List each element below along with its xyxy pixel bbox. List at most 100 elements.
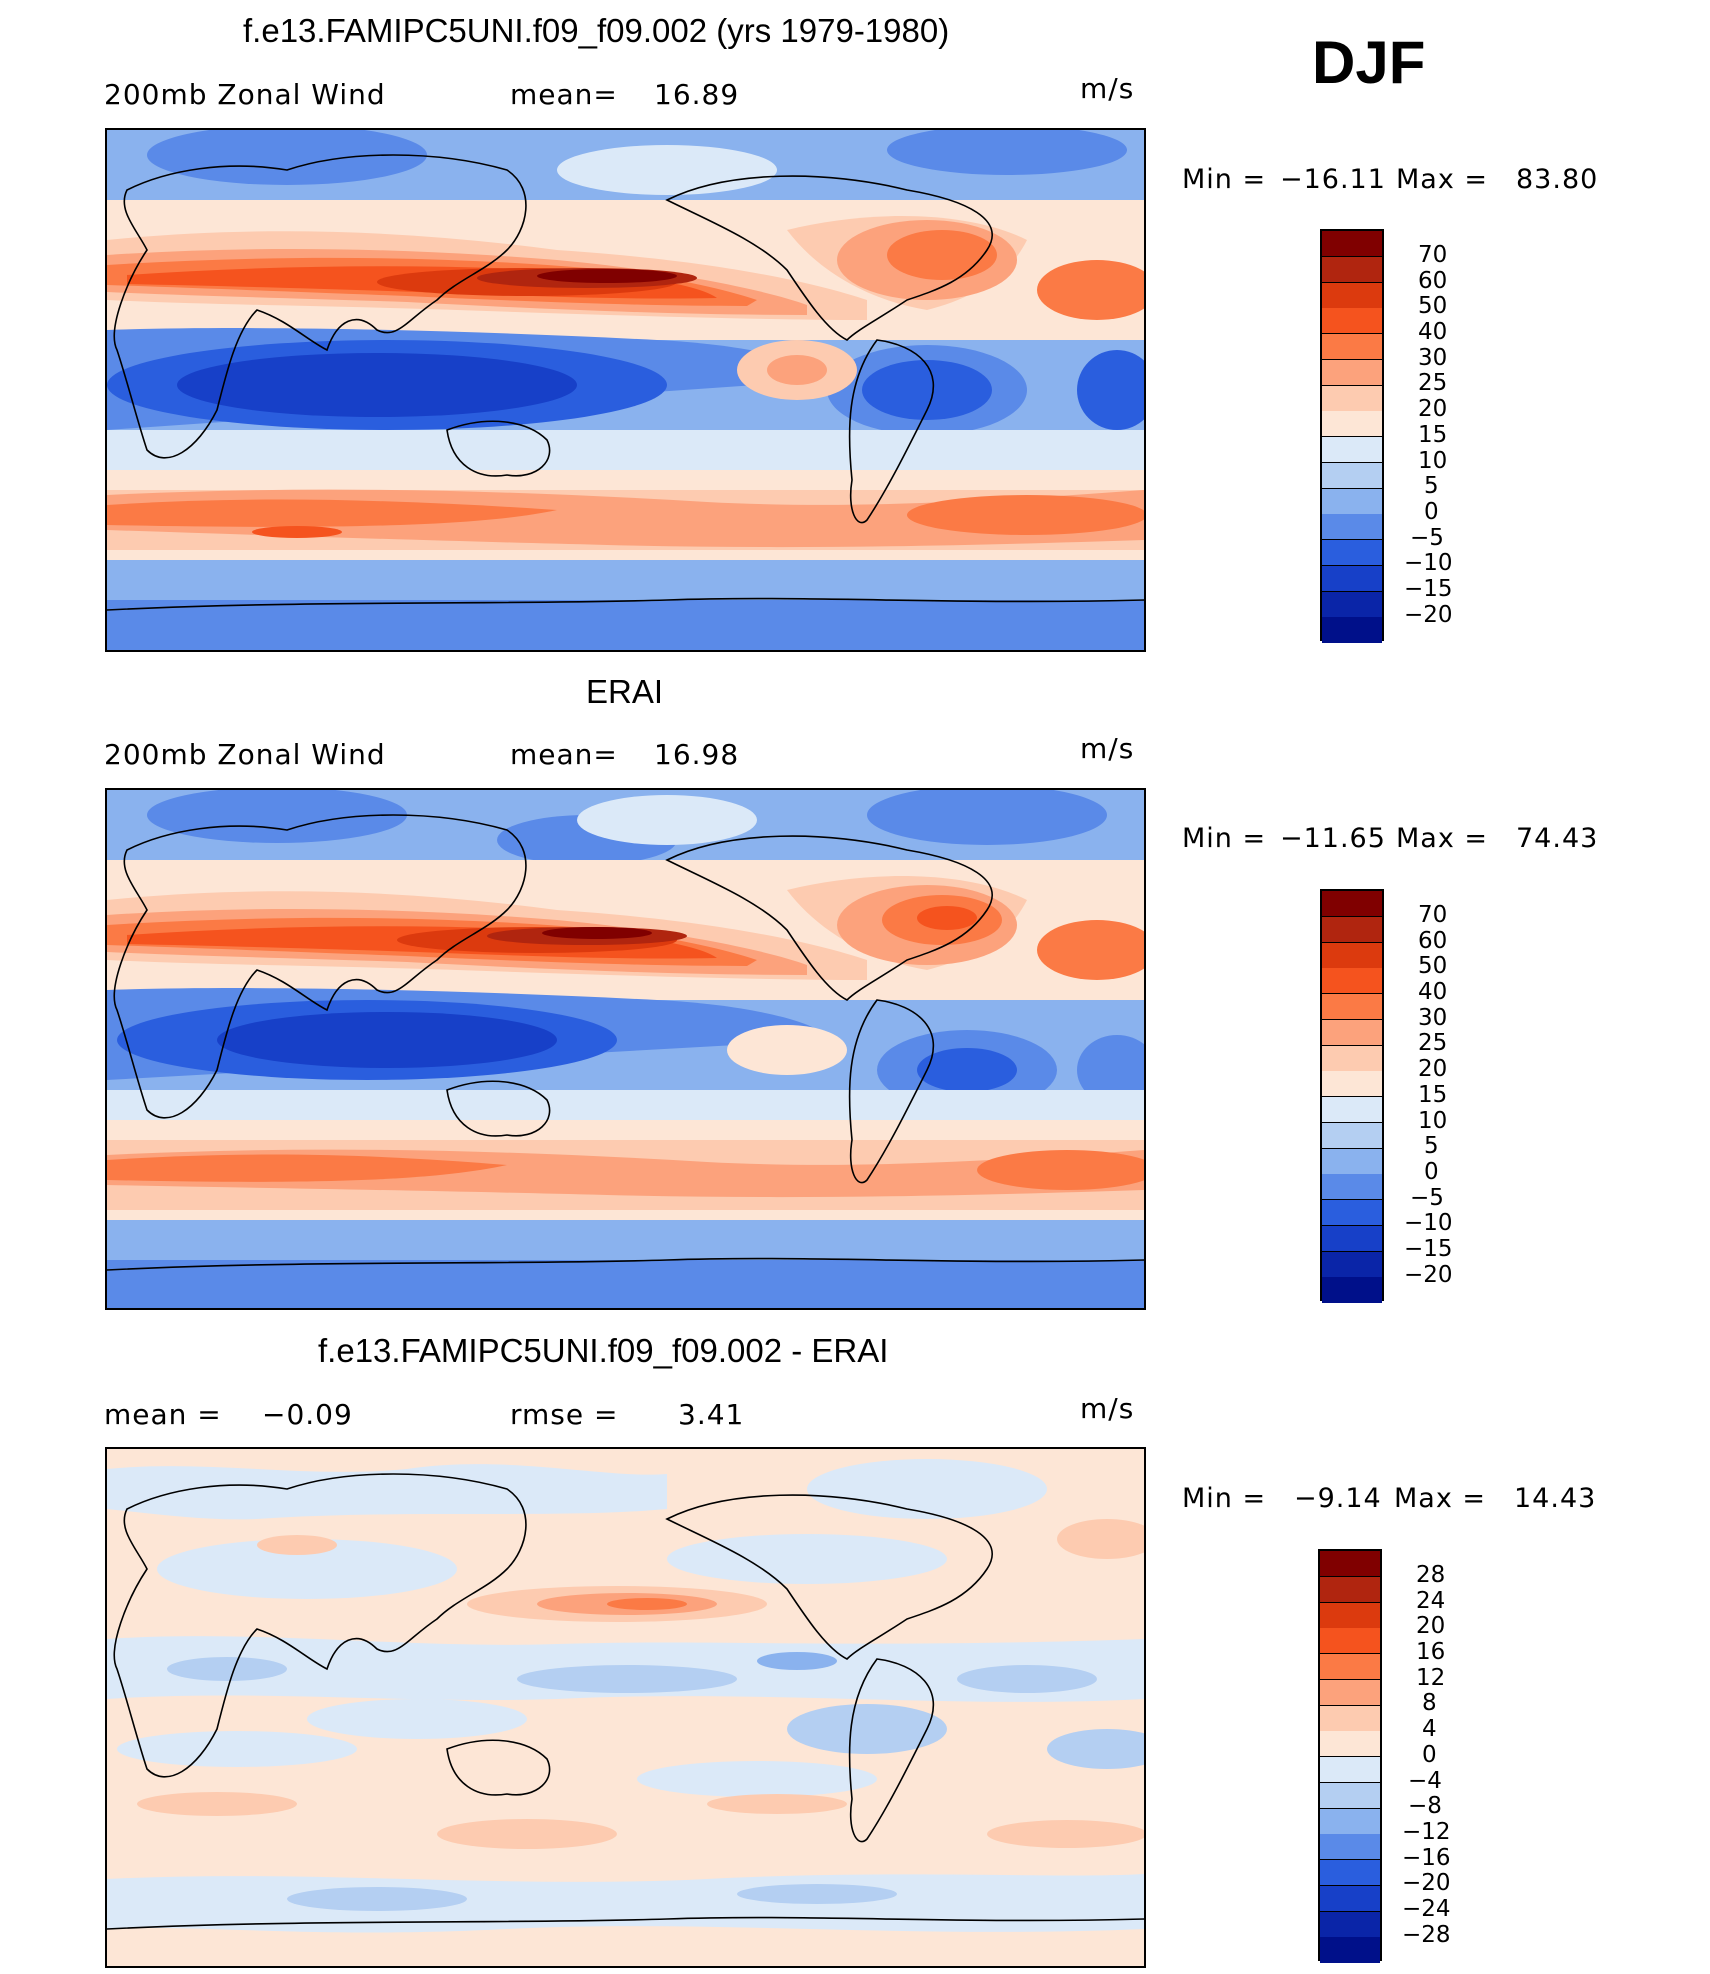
panel1-title: f.e13.FAMIPC5UNI.f09_f09.002 (yrs 1979-1… xyxy=(243,12,950,49)
panel2-cbar-swatch xyxy=(1322,1071,1382,1098)
panel1-min-value: −16.11 xyxy=(1280,164,1386,195)
panel3-contour-field xyxy=(107,1449,1144,1966)
season-label: DJF xyxy=(1312,29,1426,96)
panel2-cbar-swatch xyxy=(1322,1019,1382,1046)
panel3-cbar-label: 28 xyxy=(1416,1562,1446,1588)
panel3-cbar-label: 4 xyxy=(1422,1716,1437,1742)
panel2-cbar-swatch xyxy=(1322,1097,1382,1123)
panel3-cbar-label: 12 xyxy=(1416,1665,1446,1691)
panel2-cbar-label: −10 xyxy=(1404,1210,1453,1236)
panel1-cbar-label: 70 xyxy=(1418,242,1448,268)
panel1-cbar-label: −15 xyxy=(1404,576,1453,602)
panel2-max-label: Max = xyxy=(1396,823,1489,854)
panel1-cbar-label: 10 xyxy=(1418,448,1448,474)
panel1-max-value: 83.80 xyxy=(1516,164,1599,195)
panel1-cbar-swatch xyxy=(1322,591,1382,618)
panel3-cbar-label: 8 xyxy=(1422,1690,1437,1716)
panel2-cbar-label: 50 xyxy=(1418,953,1448,979)
panel2-cbar-label: 20 xyxy=(1418,1056,1448,1082)
panel1-mean-label: mean= xyxy=(510,78,618,111)
panel2-cbar-label: 40 xyxy=(1418,979,1448,1005)
panel2-cbar-label: −5 xyxy=(1410,1185,1444,1211)
panel1-cbar-label: 0 xyxy=(1424,499,1439,525)
panel2-min-value: −11.65 xyxy=(1280,823,1386,854)
panel2-variable-label: 200mb Zonal Wind xyxy=(104,738,386,771)
panel2-mean-label: mean= xyxy=(510,738,618,771)
panel3-cbar-swatch xyxy=(1320,1602,1380,1629)
panel1-cbar-label: 60 xyxy=(1418,268,1448,294)
panel3-cbar-swatch xyxy=(1320,1860,1380,1886)
panel2-cbar-swatch xyxy=(1322,1122,1382,1149)
panel2-max-value: 74.43 xyxy=(1516,823,1599,854)
panel1-min-label: Min = xyxy=(1182,164,1267,195)
panel1-cbar-label: 50 xyxy=(1418,293,1448,319)
panel1-cbar-label: −5 xyxy=(1410,525,1444,551)
panel1-cbar-swatch xyxy=(1322,540,1382,566)
panel3-cbar-swatch xyxy=(1320,1757,1380,1783)
panel3-cbar-label: −12 xyxy=(1402,1819,1451,1845)
panel3-min-label: Min = xyxy=(1182,1483,1267,1514)
panel3-cbar-swatch xyxy=(1320,1885,1380,1912)
panel2-cbar-label: 70 xyxy=(1418,902,1448,928)
panel1-cbar-label: 25 xyxy=(1418,370,1448,396)
panel3-max-value: 14.43 xyxy=(1514,1483,1597,1514)
panel1-cbar-swatch xyxy=(1322,334,1382,360)
panel1-max-label: Max = xyxy=(1396,164,1489,195)
panel1-cbar-label: 30 xyxy=(1418,345,1448,371)
panel3-cbar-label: 0 xyxy=(1422,1742,1437,1768)
panel3-rmse-label: rmse = xyxy=(510,1398,619,1431)
panel3-cbar-swatch xyxy=(1320,1576,1380,1603)
panel3-max-label: Max = xyxy=(1394,1483,1487,1514)
panel2-cbar-label: −15 xyxy=(1404,1236,1453,1262)
panel1-units: m/s xyxy=(1080,72,1135,105)
panel1-cbar-swatch xyxy=(1322,462,1382,489)
panel3-rmse-value: 3.41 xyxy=(678,1398,745,1431)
panel1-cbar-swatch xyxy=(1322,231,1382,257)
panel3-cbar-label: −8 xyxy=(1408,1793,1442,1819)
panel2-cbar-label: 0 xyxy=(1424,1159,1439,1185)
panel3-cbar-swatch xyxy=(1320,1834,1380,1861)
panel3-cbar-swatch xyxy=(1320,1731,1380,1758)
panel3-cbar-swatch xyxy=(1320,1628,1380,1655)
panel2-cbar-swatch xyxy=(1322,891,1382,917)
panel3-cbar-label: −24 xyxy=(1402,1896,1451,1922)
panel2-cbar-swatch xyxy=(1322,1225,1382,1252)
panel2-map xyxy=(105,788,1146,1310)
panel1-colorbar-box xyxy=(1320,229,1384,644)
panel2-cbar-swatch xyxy=(1322,916,1382,943)
panel2-min-label: Min = xyxy=(1182,823,1267,854)
panel3-min-value: −9.14 xyxy=(1294,1483,1382,1514)
panel3-cbar-swatch xyxy=(1320,1654,1380,1680)
panel3-cbar-label: 20 xyxy=(1416,1613,1446,1639)
panel3-cbar-swatch xyxy=(1320,1782,1380,1809)
panel1-cbar-label: 40 xyxy=(1418,319,1448,345)
panel1-cbar-swatch xyxy=(1322,411,1382,438)
panel3-cbar-label: −4 xyxy=(1408,1768,1442,1794)
panel3-mean-label: mean = xyxy=(104,1398,222,1431)
panel3-cbar-swatch xyxy=(1320,1705,1380,1732)
panel3-map xyxy=(105,1447,1146,1968)
panel3-cbar-label: 24 xyxy=(1416,1588,1446,1614)
panel2-cbar-label: 5 xyxy=(1424,1133,1439,1159)
panel1-cbar-swatch xyxy=(1322,565,1382,592)
panel3-mean-value: −0.09 xyxy=(262,1398,353,1431)
panel2-cbar-swatch xyxy=(1322,1200,1382,1226)
panel2-cbar-swatch xyxy=(1322,994,1382,1020)
panel2-cbar-swatch xyxy=(1322,1148,1382,1175)
panel2-mean-value: 16.98 xyxy=(654,738,740,771)
panel3-title: f.e13.FAMIPC5UNI.f09_f09.002 - ERAI xyxy=(318,1332,889,1369)
panel2-colorbar-box xyxy=(1320,889,1384,1304)
panel3-cbar-swatch xyxy=(1320,1679,1380,1706)
panel2-cbar-label: 10 xyxy=(1418,1108,1448,1134)
panel3-cbar-swatch xyxy=(1320,1911,1380,1938)
panel2-cbar-swatch xyxy=(1322,942,1382,969)
panel2-cbar-label: −20 xyxy=(1404,1262,1453,1288)
panel1-cbar-swatch xyxy=(1322,359,1382,386)
panel2-title: ERAI xyxy=(586,673,664,710)
panel1-cbar-label: 15 xyxy=(1418,422,1448,448)
panel2-cbar-label: 60 xyxy=(1418,928,1448,954)
panel1-contour-field xyxy=(107,130,1144,650)
panel2-cbar-label: 15 xyxy=(1418,1082,1448,1108)
panel1-cbar-label: 5 xyxy=(1424,473,1439,499)
panel2-cbar-swatch xyxy=(1322,968,1382,995)
